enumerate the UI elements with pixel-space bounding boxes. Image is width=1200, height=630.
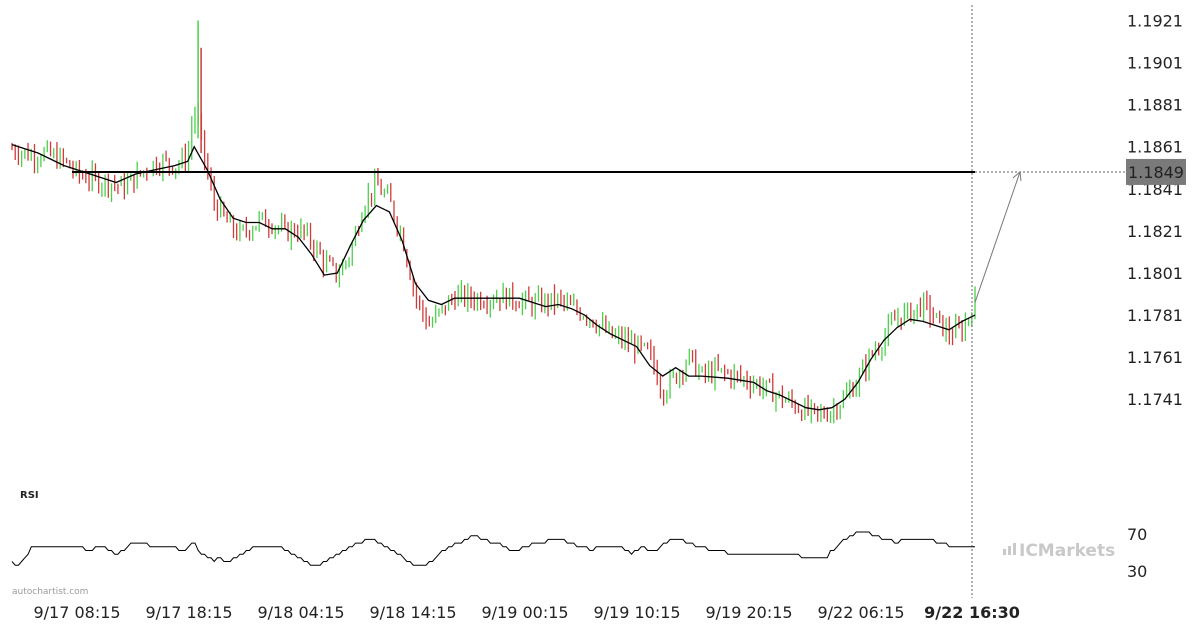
rsi-axis: 70 30 <box>1127 525 1147 581</box>
time-tick-5: 9/19 10:15 <box>593 603 680 622</box>
price-tick-9: 1.1741 <box>1127 390 1183 409</box>
price-tick-3: 1.1861 <box>1127 138 1183 157</box>
price-tick-8: 1.1761 <box>1127 348 1183 367</box>
moving-average-line <box>11 143 976 411</box>
price-tick-0: 1.1921 <box>1127 11 1183 30</box>
brand-text: ICMarkets <box>1019 541 1115 561</box>
price-tick-1: 1.1901 <box>1127 54 1183 73</box>
rsi-indicator <box>11 531 975 566</box>
current-time-tick: 9/22 16:30 <box>924 603 1020 622</box>
time-tick-7: 9/22 06:15 <box>817 603 904 622</box>
time-tick-6: 9/19 20:15 <box>705 603 792 622</box>
time-tick-0: 9/17 08:15 <box>33 603 120 622</box>
watermark: autochartist.com <box>12 587 88 597</box>
price-tick-2: 1.1881 <box>1127 96 1183 115</box>
moving-average-layer <box>11 143 976 411</box>
time-tick-1: 9/17 18:15 <box>145 603 232 622</box>
candlestick-series <box>11 20 976 424</box>
price-tick-7: 1.1781 <box>1127 306 1183 325</box>
resistance-level-text: 1.1849 <box>1128 163 1184 182</box>
time-tick-2: 9/18 04:15 <box>257 603 344 622</box>
brand-logo: ICMarkets <box>1003 541 1115 561</box>
projection-shaft <box>974 171 1021 303</box>
resistance-level-badge <box>1126 158 1186 185</box>
price-tick-6: 1.1801 <box>1127 264 1183 283</box>
rsi-label: RSI <box>20 490 39 501</box>
rsi-line <box>11 531 975 566</box>
time-axis: 9/17 08:15 9/17 18:15 9/18 04:15 9/18 14:15… <box>33 603 1019 622</box>
price-tick-5: 1.1821 <box>1127 222 1183 241</box>
projection-head <box>1012 170 1022 182</box>
price-axis: 1.19211.19011.18811.18611.18411.18211.18… <box>1127 11 1183 409</box>
time-tick-3: 9/18 14:15 <box>369 603 456 622</box>
rsi-tick-1: 30 <box>1127 562 1147 581</box>
resistance-level-label: 1.1849 <box>1126 158 1186 185</box>
projection-arrow <box>974 170 1022 303</box>
rsi-tick-0: 70 <box>1127 525 1147 544</box>
time-tick-4: 9/19 00:15 <box>481 603 568 622</box>
